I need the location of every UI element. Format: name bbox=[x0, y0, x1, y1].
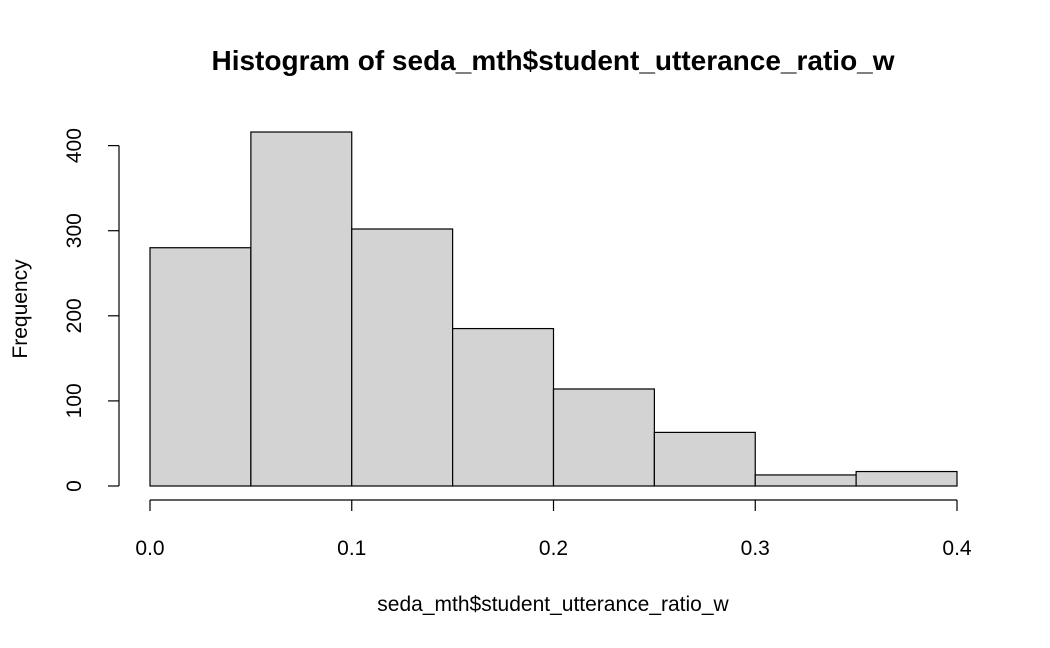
x-tick-label: 0.0 bbox=[135, 537, 164, 560]
histogram-bar-5 bbox=[552, 388, 655, 487]
y-axis: 0 100 200 300 400 bbox=[63, 128, 120, 492]
x-axis-label: seda_mth$student_utterance_ratio_w bbox=[377, 593, 729, 616]
x-axis: 0.0 0.1 0.2 0.3 0.4 bbox=[135, 499, 972, 560]
chart-title: Histogram of seda_mth$student_utterance_… bbox=[211, 45, 894, 76]
y-tick-label: 300 bbox=[63, 213, 86, 248]
histogram-bar-4 bbox=[452, 327, 555, 487]
x-tick-label: 0.4 bbox=[942, 537, 972, 560]
histogram-bar-1 bbox=[149, 247, 252, 487]
histogram-bar-6 bbox=[653, 431, 756, 487]
x-tick-label: 0.3 bbox=[741, 537, 770, 560]
x-tick-label: 0.2 bbox=[539, 537, 568, 560]
y-tick-label: 200 bbox=[63, 298, 86, 333]
bars-group bbox=[149, 131, 958, 487]
y-tick-label: 100 bbox=[63, 383, 86, 418]
histogram-bar-8 bbox=[855, 470, 958, 487]
y-axis-label: Frequency bbox=[9, 259, 32, 359]
y-tick-label: 0 bbox=[63, 480, 86, 492]
histogram-bar-2 bbox=[250, 131, 353, 487]
histogram-bar-3 bbox=[351, 228, 454, 487]
x-tick-label: 0.1 bbox=[337, 537, 366, 560]
histogram-bar-7 bbox=[754, 474, 857, 487]
y-tick-label: 400 bbox=[63, 128, 86, 163]
